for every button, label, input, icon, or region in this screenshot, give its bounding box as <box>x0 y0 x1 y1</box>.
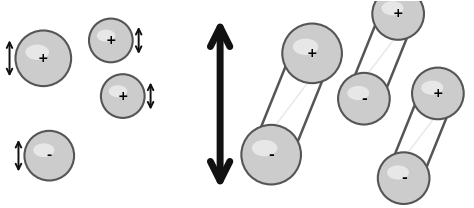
Ellipse shape <box>347 86 369 100</box>
Text: +: + <box>38 52 49 65</box>
Ellipse shape <box>421 81 443 95</box>
Ellipse shape <box>372 0 424 40</box>
Ellipse shape <box>252 140 277 156</box>
Ellipse shape <box>97 30 115 42</box>
Ellipse shape <box>338 73 390 125</box>
Text: -: - <box>401 171 407 185</box>
Ellipse shape <box>109 85 127 97</box>
Ellipse shape <box>16 31 71 86</box>
Polygon shape <box>244 43 339 165</box>
Text: -: - <box>47 149 52 162</box>
Ellipse shape <box>412 68 464 119</box>
Ellipse shape <box>33 143 55 157</box>
Text: -: - <box>361 92 367 106</box>
Text: +: + <box>393 7 403 20</box>
Ellipse shape <box>101 74 145 118</box>
Ellipse shape <box>241 125 301 184</box>
Ellipse shape <box>378 152 429 204</box>
Ellipse shape <box>283 24 342 83</box>
Ellipse shape <box>26 45 49 60</box>
Ellipse shape <box>387 165 409 180</box>
Ellipse shape <box>382 1 403 15</box>
Text: +: + <box>307 47 318 60</box>
Text: +: + <box>433 87 443 100</box>
Polygon shape <box>340 5 422 108</box>
Ellipse shape <box>89 19 133 62</box>
Text: +: + <box>106 34 116 47</box>
Ellipse shape <box>293 39 318 55</box>
Text: -: - <box>268 148 274 162</box>
Ellipse shape <box>25 131 74 181</box>
Text: +: + <box>118 90 128 103</box>
Polygon shape <box>380 84 462 187</box>
